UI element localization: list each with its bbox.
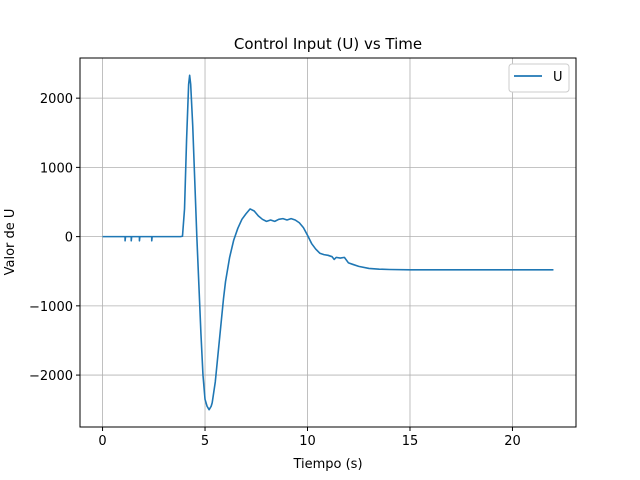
ticks: 0 5 10 15 20 −2000 −1000 0 1000 2000 — [29, 92, 521, 449]
y-tick-label: 1000 — [40, 161, 73, 176]
plot-frame — [79, 57, 577, 428]
series-layer — [102, 74, 554, 411]
legend-label: U — [553, 70, 563, 85]
x-tick-label: 0 — [98, 434, 106, 449]
x-axis-label: Tiempo (s) — [292, 457, 362, 472]
chart-title: Control Input (U) vs Time — [234, 35, 422, 53]
y-tick-label: 0 — [65, 231, 73, 246]
x-tick-label: 15 — [402, 434, 419, 449]
y-tick-label: −1000 — [29, 300, 73, 315]
y-tick-label: 2000 — [40, 92, 73, 107]
legend-box — [508, 63, 570, 93]
x-tick-label: 10 — [299, 434, 316, 449]
y-axis-label: Valor de U — [3, 209, 18, 276]
x-tick-label: 20 — [504, 434, 521, 449]
x-tick-label: 5 — [201, 434, 209, 449]
legend: U — [508, 63, 570, 93]
y-tick-label: −2000 — [29, 369, 73, 384]
series-line-u — [102, 74, 554, 411]
